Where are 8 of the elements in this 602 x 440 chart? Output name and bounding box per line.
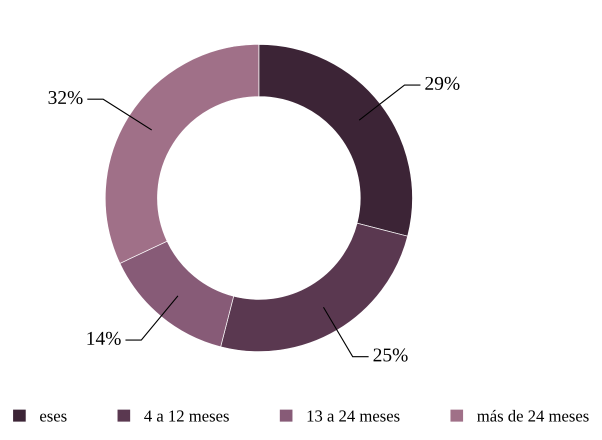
data-label: 32% (48, 90, 83, 104)
legend-label: 4 a 12 meses (144, 410, 229, 422)
legend-label: eses (40, 414, 67, 422)
legend-label: más de 24 meses (477, 410, 589, 422)
data-label: 14% (87, 332, 121, 345)
data-label: 29% (425, 76, 460, 90)
legend-label: 13 a 24 meses (308, 410, 400, 422)
data-label: 25% (374, 348, 408, 362)
